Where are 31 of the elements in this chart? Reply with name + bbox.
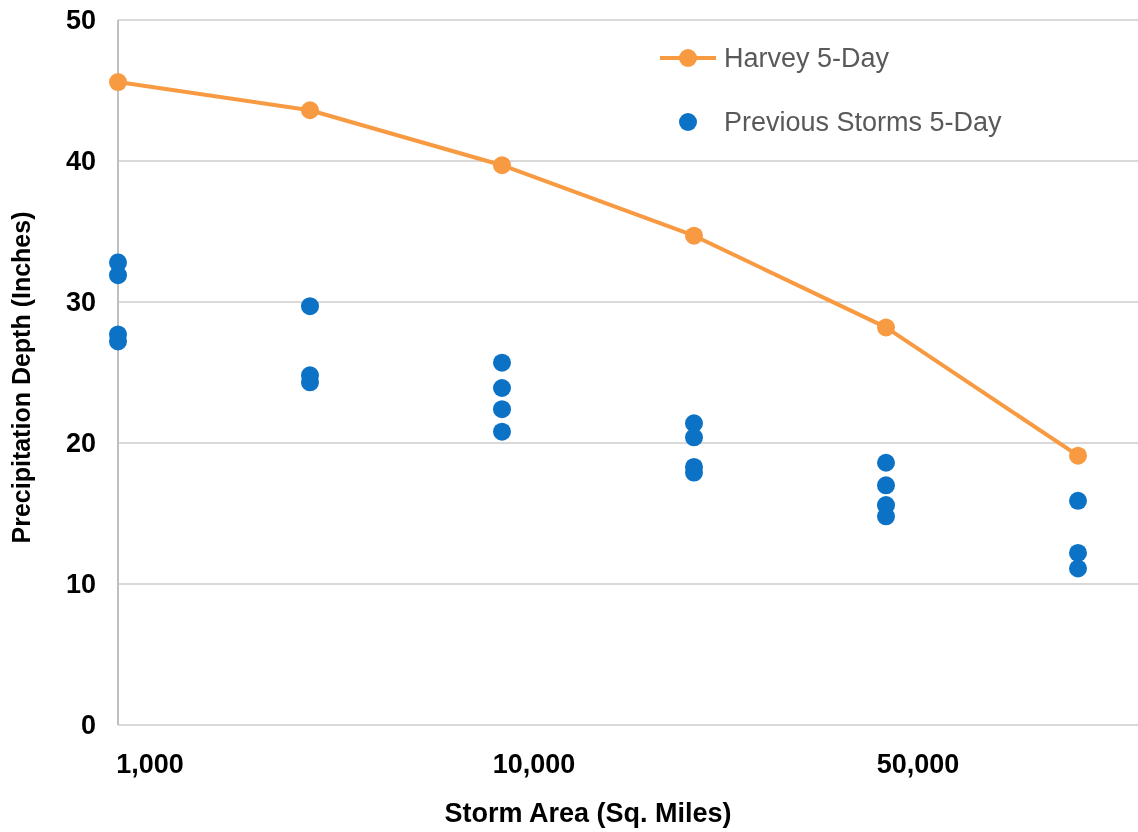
y-tick-label: 30 [65, 287, 96, 317]
point [685, 428, 703, 447]
point [301, 297, 319, 316]
legend-label: Previous Storms 5-Day [724, 107, 1003, 137]
point [109, 266, 127, 285]
y-tick-label: 0 [80, 710, 96, 740]
point [493, 379, 511, 398]
point [301, 101, 319, 120]
point [877, 476, 895, 495]
y-tick-label: 10 [65, 569, 96, 599]
point [1069, 491, 1087, 510]
point [493, 400, 511, 419]
point [109, 73, 127, 92]
point [493, 156, 511, 175]
x-tick-label: 10,000 [492, 749, 576, 779]
point [1069, 543, 1087, 562]
point [877, 318, 895, 337]
y-axis-title: Precipitation Depth (Inches) [7, 211, 35, 544]
legend-label: Harvey 5-Day [724, 43, 890, 73]
point [493, 422, 511, 441]
y-tick-label: 40 [65, 146, 96, 176]
point [1069, 446, 1087, 465]
point [685, 226, 703, 245]
point [493, 353, 511, 372]
y-tick-label: 20 [65, 428, 96, 458]
x-tick-label: 50,000 [876, 749, 960, 779]
x-tick-label: 1,000 [116, 749, 184, 779]
x-axis-title: Storm Area (Sq. Miles) [444, 798, 732, 828]
point [1069, 559, 1087, 578]
point [877, 453, 895, 472]
y-tick-label: 50 [65, 5, 96, 35]
